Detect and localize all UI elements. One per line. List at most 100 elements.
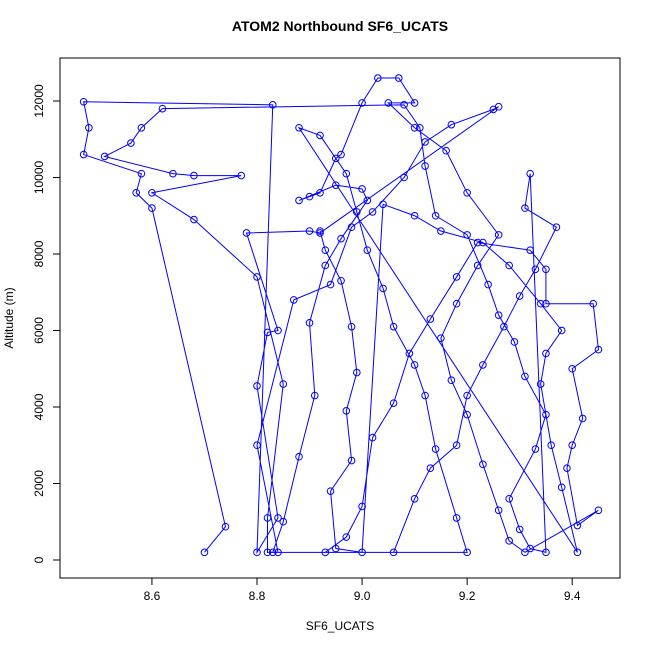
point: [437, 227, 445, 235]
point: [405, 349, 414, 358]
point: [479, 238, 487, 247]
point: [148, 204, 156, 212]
point: [473, 261, 482, 270]
point: [221, 522, 230, 531]
y-tick-label: 2000: [32, 470, 46, 497]
point: [363, 246, 372, 254]
x-axis-label: SF6_UCATS: [306, 619, 374, 633]
y-tick-label: 8000: [32, 240, 46, 267]
point: [536, 299, 545, 308]
point: [594, 345, 603, 354]
point: [347, 223, 356, 232]
point: [526, 169, 534, 178]
point: [310, 391, 319, 400]
point: [542, 265, 550, 274]
point: [305, 192, 314, 201]
point: [295, 196, 303, 205]
x-tick-label: 8.8: [249, 589, 266, 603]
point: [253, 382, 261, 390]
point: [410, 494, 419, 503]
point: [505, 537, 513, 545]
point: [505, 261, 513, 270]
point: [326, 280, 335, 289]
point: [552, 223, 561, 232]
point: [484, 280, 492, 289]
point: [421, 138, 429, 146]
point: [515, 525, 524, 534]
point: [337, 150, 345, 159]
point: [473, 238, 482, 247]
point: [279, 517, 288, 526]
point: [410, 211, 419, 220]
point: [578, 414, 587, 423]
point: [274, 514, 282, 522]
point: [342, 533, 351, 541]
point: [384, 99, 393, 107]
point: [573, 521, 582, 530]
point: [263, 328, 272, 337]
point: [353, 368, 361, 377]
point: [479, 361, 487, 369]
point: [200, 548, 209, 557]
point: [557, 326, 566, 335]
point: [395, 74, 403, 82]
point: [526, 544, 534, 553]
point: [521, 204, 529, 212]
point: [536, 380, 545, 388]
point: [158, 104, 167, 113]
y-tick-label: 10000: [32, 160, 46, 194]
point: [337, 276, 345, 285]
point: [353, 208, 361, 216]
point: [274, 548, 282, 557]
point: [347, 322, 356, 331]
point: [253, 548, 261, 557]
point: [421, 162, 429, 170]
point: [169, 169, 177, 178]
point: [268, 101, 277, 109]
point: [289, 296, 298, 304]
point: [379, 284, 387, 293]
point: [494, 506, 503, 515]
point: [542, 349, 550, 358]
point: [342, 169, 351, 178]
point: [410, 123, 419, 132]
series-line: [83, 77, 599, 555]
point: [547, 441, 555, 450]
point: [368, 208, 377, 216]
point: [452, 514, 461, 522]
point: [316, 131, 324, 140]
point: [137, 123, 146, 132]
point: [542, 299, 550, 308]
point: [494, 231, 503, 239]
point: [316, 188, 324, 197]
point: [400, 101, 408, 109]
point: [389, 548, 398, 557]
point: [463, 391, 471, 400]
point: [190, 171, 198, 180]
y-axis-label: Altitude (m): [2, 287, 16, 348]
point: [85, 123, 93, 132]
point: [331, 544, 340, 553]
point: [416, 123, 424, 132]
x-tick-label: 9.4: [564, 589, 581, 603]
point: [331, 181, 340, 189]
point: [400, 173, 408, 182]
point: [463, 548, 471, 557]
point: [274, 326, 282, 335]
point: [305, 319, 314, 327]
point: [505, 494, 513, 503]
point: [431, 211, 440, 220]
point: [337, 234, 345, 243]
point: [358, 99, 366, 107]
point: [321, 246, 330, 254]
y-tick-label: 4000: [32, 393, 46, 420]
point: [594, 506, 603, 515]
point: [452, 441, 461, 450]
point: [463, 188, 471, 197]
point: [563, 464, 571, 472]
point: [447, 376, 456, 385]
point: [326, 487, 335, 495]
point: [589, 299, 598, 308]
